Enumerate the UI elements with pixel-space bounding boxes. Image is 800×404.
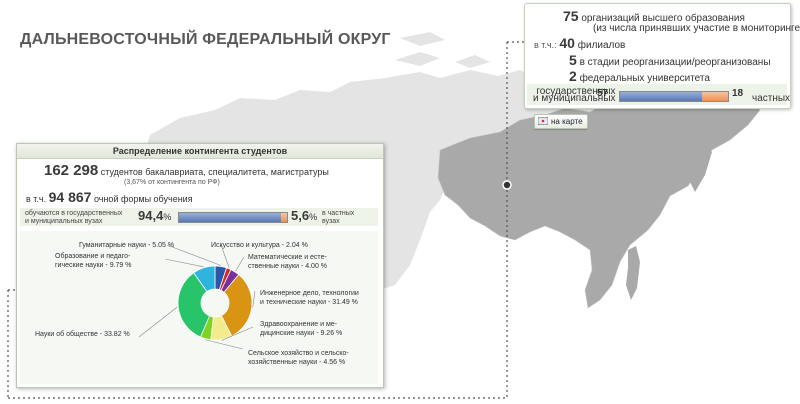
distribution-header: Распределение контингента студентов — [17, 144, 383, 159]
private-students-line1: в частных — [322, 210, 355, 217]
private-pct-unit: % — [309, 212, 318, 222]
pie-label-1: Искусство и культура - 2.04 % — [211, 242, 308, 249]
summary-panel: 75 организаций высшего образования (из ч… — [524, 3, 800, 109]
pie-leader-line-2 — [235, 256, 245, 272]
pie-label-0: Гуманитарные науки - 5.05 % — [79, 242, 175, 249]
map-button-label: на карте — [551, 117, 583, 126]
public-pct-unit: % — [163, 212, 172, 222]
branches-count: 40 — [559, 35, 575, 51]
pie-leader-line-5 — [205, 339, 244, 350]
students-count: 162 298 — [44, 162, 99, 179]
distribution-panel: Распределение контингента студентов 162 … — [16, 143, 384, 388]
pie-label-6: Науки об обществе - 33.82 % — [35, 331, 130, 338]
private-bar-fill — [702, 92, 728, 101]
district-marker[interactable] — [502, 180, 512, 190]
private-count: 18 — [732, 88, 744, 99]
pie-slice-3[interactable] — [220, 274, 253, 337]
students-note: (3,67% от контингента по РФ) — [124, 179, 220, 186]
pie-label-5: Сельское хозяйство и сельско-хозяйственн… — [248, 350, 349, 366]
students-public-fill — [179, 213, 281, 222]
pie-label-3: Инженерное дело, технологии и технические… — [260, 290, 359, 306]
map-icon — [538, 117, 548, 125]
public-label-line2: и муниципальных — [533, 93, 616, 104]
reorg-count: 5 — [569, 52, 577, 68]
private-students-label: в частных вузах — [322, 210, 354, 226]
students-private-fill — [280, 213, 287, 222]
public-students-line2: и муниципальных вузах — [25, 218, 103, 225]
pie-leader-line-0 — [166, 244, 222, 266]
pie-label-7: Образование и педаго-гические науки - 9.… — [55, 253, 132, 269]
public-bar-fill — [620, 92, 703, 101]
kamchatka — [688, 140, 712, 192]
pie-leader-line-7 — [164, 258, 204, 268]
pie-slice-6[interactable] — [177, 272, 211, 338]
students-text: студентов бакалавриата, специалитета, ма… — [100, 167, 329, 177]
reorg-text: в стадии реорганизации/реорганизованы — [579, 57, 771, 68]
public-count: 57 — [597, 88, 609, 99]
discipline-donut-chart — [138, 244, 256, 350]
federal-count: 2 — [569, 68, 577, 84]
private-label: частных — [752, 93, 791, 104]
public-students-label: обучаются в государственных и муниципаль… — [25, 210, 122, 226]
sakhalin-island — [626, 246, 640, 300]
pie-slice-7[interactable] — [193, 265, 216, 293]
fulltime-count: 94 867 — [48, 189, 92, 205]
fulltime-text: очной формы обучения — [93, 194, 193, 204]
orgs-text: организаций высшего образования — [581, 13, 745, 24]
orgs-count: 75 — [563, 8, 579, 24]
private-pct: 5,6 — [291, 208, 310, 223]
incl-prefix: в т.ч.: — [534, 40, 557, 50]
federal-text: федеральных университета — [579, 73, 710, 84]
public-pct: 94,4 — [138, 208, 164, 223]
show-on-map-button[interactable]: на карте — [534, 114, 588, 129]
branches-text: филиалов — [577, 40, 626, 51]
orgs-note: (из числа принявших участие в мониторинг… — [593, 23, 800, 34]
map-islands — [395, 32, 490, 68]
pie-leader-line-4 — [221, 326, 254, 341]
pie-leader-line-1 — [220, 244, 230, 268]
pie-label-2: Математические и есте-ственные науки - 4… — [248, 254, 328, 270]
public-private-bar — [619, 91, 729, 102]
pie-leader-line-6 — [138, 306, 178, 338]
page-title: ДАЛЬНЕВОСТОЧНЫЙ ФЕДЕРАЛЬНЫЙ ОКРУГ — [20, 31, 391, 48]
pie-leader-line-3 — [252, 290, 256, 308]
pie-label-4: Здравоохранение и ме-дицинские науки - 9… — [260, 321, 343, 337]
fulltime-prefix: в т.ч. — [26, 194, 47, 204]
public-label-line1: государственных — [536, 86, 616, 97]
students-ownership-bar — [178, 212, 288, 223]
public-label: государственных и муниципальных — [533, 86, 616, 104]
public-students-line1: обучаются в государственных — [25, 210, 123, 217]
private-students-line2: вузах — [322, 218, 340, 225]
